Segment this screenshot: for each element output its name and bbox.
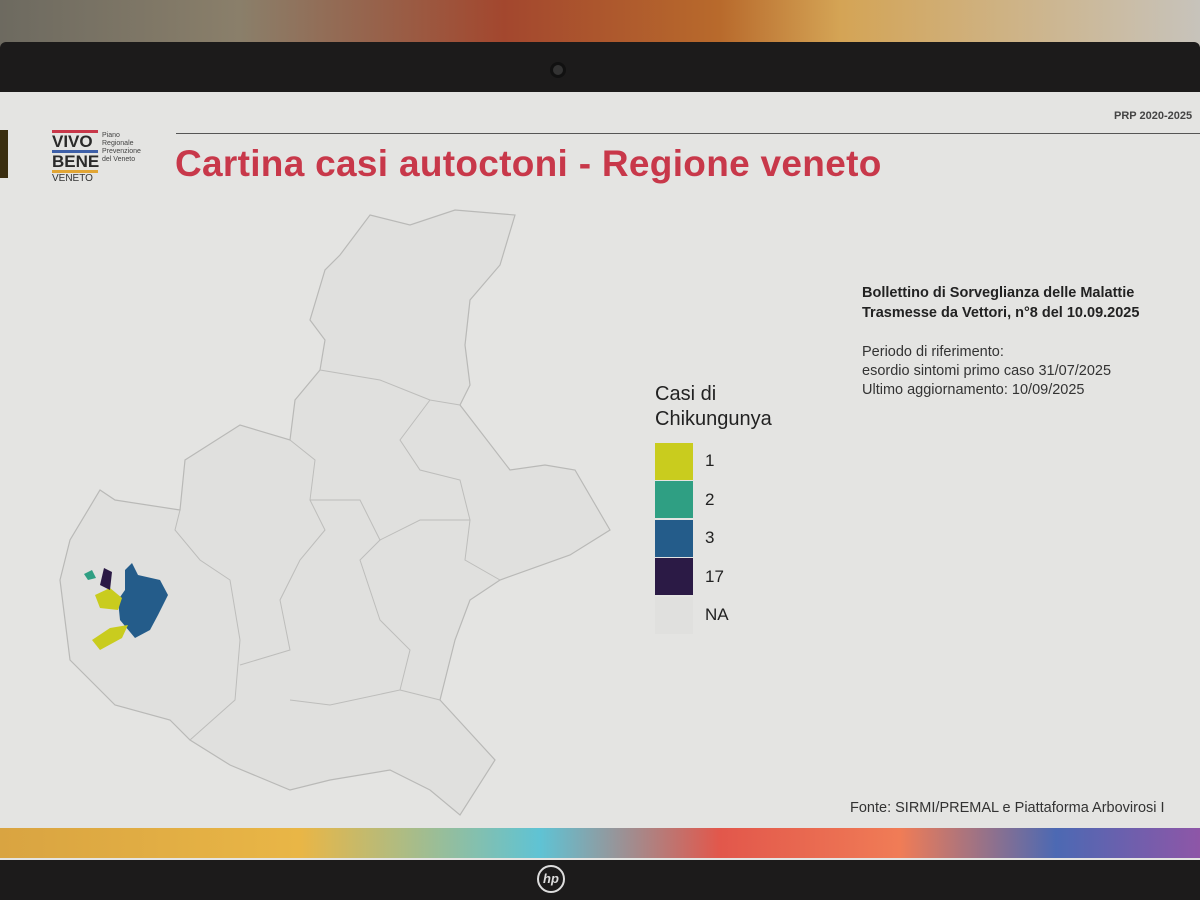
legend-title: Casi di Chikungunya: [655, 383, 772, 430]
municipality-1-case: [95, 588, 122, 610]
veneto-map: [59, 209, 611, 816]
page-title: Cartina casi autoctoni - Regione veneto: [175, 143, 882, 184]
logo-text: BENE: [52, 152, 100, 171]
legend-swatch: [655, 442, 693, 480]
rainbow-bar: [0, 828, 1200, 858]
logo-subtitle: Piano Regionale Prevenzione del Veneto: [102, 132, 141, 163]
legend-item: 3: [655, 519, 772, 558]
legend-item: NA: [655, 596, 772, 635]
legend-label: 3: [705, 528, 715, 548]
province-borders: [174, 369, 501, 741]
legend-label: 1: [705, 451, 715, 471]
vivo-bene-logo: VIVO BENE VENETO Piano Regionale Prevenzio…: [52, 130, 152, 184]
affected-municipalities: [84, 563, 168, 650]
legend-swatch: [655, 481, 693, 519]
divider: [176, 133, 1200, 134]
legend-swatch: [655, 519, 693, 557]
municipality-2-cases: [84, 570, 96, 580]
legend-swatch: [655, 558, 693, 596]
source-note: Fonte: SIRMI/PREMAL e Piattaforma Arbovi…: [850, 800, 1165, 816]
reference-period: Periodo di riferimento: esordio sintomi p…: [862, 344, 1112, 398]
webcam-icon: [550, 62, 566, 78]
legend-label: 2: [705, 489, 715, 509]
legend-item: 1: [655, 442, 772, 481]
hp-logo: hp: [537, 865, 565, 893]
legend-item: 17: [655, 558, 772, 597]
municipality-3-cases: [118, 563, 168, 638]
background-room: [0, 0, 1200, 50]
legend-label: NA: [705, 605, 729, 625]
region-crest-icon: [0, 130, 8, 178]
municipality-1-case: [92, 625, 128, 650]
legend-swatch: [655, 596, 693, 634]
municipality-17-cases: [100, 568, 112, 590]
logo-text: VIVO: [52, 132, 93, 151]
legend-item: 2: [655, 481, 772, 520]
veneto-outline: [59, 209, 611, 816]
bulletin-title: Bollettino di Sorveglianza delle Malatti…: [862, 285, 1140, 321]
legend-label: 17: [705, 566, 724, 586]
map-legend: Casi di Chikungunya 1 2 3 17 NA: [655, 382, 772, 635]
program-label: PRP 2020-2025: [1114, 110, 1193, 122]
logo-text: VENETO: [52, 173, 93, 184]
